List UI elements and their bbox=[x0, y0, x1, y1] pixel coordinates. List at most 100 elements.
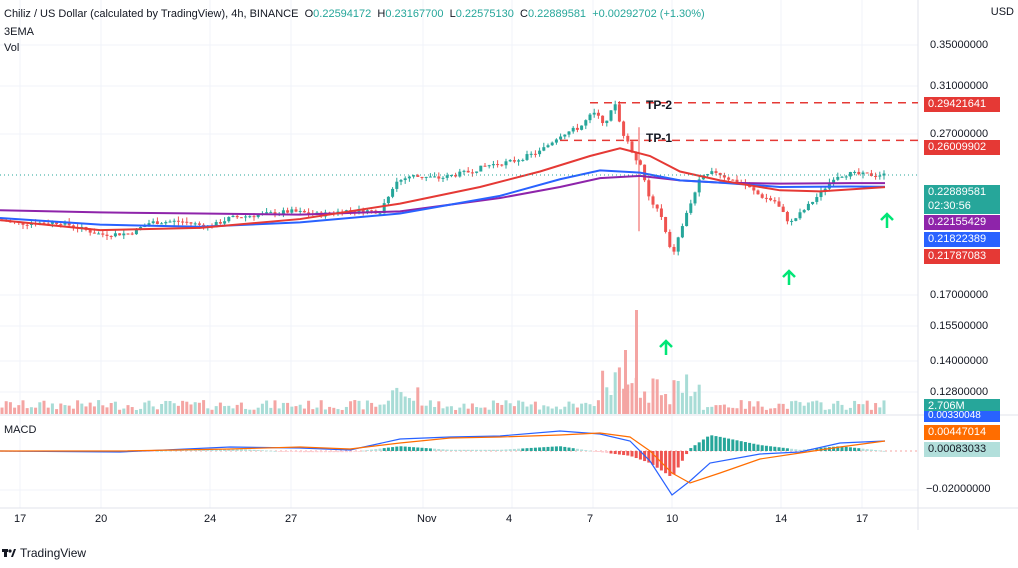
indicator-vol-label[interactable]: Vol bbox=[4, 42, 20, 54]
volume-bar bbox=[685, 374, 689, 414]
candle-body bbox=[416, 175, 420, 177]
candle-body bbox=[181, 221, 185, 223]
candle-body bbox=[218, 222, 222, 224]
volume-bar bbox=[802, 405, 806, 414]
macd-histogram-bar bbox=[869, 449, 873, 451]
volume-bar bbox=[819, 402, 823, 414]
volume-bar bbox=[752, 406, 756, 414]
candle-body bbox=[844, 176, 848, 178]
volume-bar bbox=[844, 409, 848, 414]
volume-bar bbox=[848, 407, 852, 414]
macd-histogram-bar bbox=[319, 451, 323, 453]
volume-bar bbox=[97, 400, 101, 414]
volume-bars bbox=[0, 310, 886, 414]
macd-histogram-bar bbox=[357, 451, 361, 452]
volume-bar bbox=[727, 407, 731, 414]
volume-bar bbox=[160, 403, 164, 414]
time-tick: 27 bbox=[285, 513, 298, 525]
volume-bar bbox=[840, 404, 844, 414]
buy-arrow-icon bbox=[659, 339, 673, 355]
macd-histogram-bar bbox=[727, 438, 731, 451]
volume-bar bbox=[67, 405, 71, 414]
macd-histogram-bar bbox=[382, 448, 386, 451]
macd-histogram-bar bbox=[239, 449, 243, 451]
candle-body bbox=[609, 110, 613, 121]
macd-histogram-bar bbox=[735, 440, 739, 451]
volume-bar bbox=[256, 407, 260, 414]
candle-body bbox=[521, 159, 525, 161]
macd-label[interactable]: MACD bbox=[4, 424, 37, 436]
volume-bar bbox=[764, 409, 768, 414]
indicator-ema-label[interactable]: 3EMA bbox=[4, 26, 34, 38]
volume-bar bbox=[735, 408, 739, 414]
tp2-label: TP-2 bbox=[646, 98, 673, 112]
candle-body bbox=[722, 175, 726, 178]
volume-bar bbox=[50, 403, 54, 414]
macd-histogram-bar bbox=[626, 451, 630, 456]
candle-body bbox=[302, 210, 306, 213]
volume-bar bbox=[260, 403, 264, 414]
candle-body bbox=[580, 125, 584, 130]
volume-bar bbox=[172, 403, 176, 414]
volume-bar bbox=[508, 403, 512, 414]
volume-bar bbox=[214, 406, 218, 414]
macd-histogram-bar bbox=[731, 439, 735, 451]
candle-body bbox=[802, 210, 806, 213]
candle-body bbox=[470, 172, 474, 174]
macd-histogram-bar bbox=[756, 444, 760, 451]
candle-body bbox=[731, 179, 735, 181]
macd-histogram-bar bbox=[370, 449, 374, 451]
ema-red-line bbox=[0, 147, 886, 232]
macd-histogram-bar bbox=[815, 448, 819, 451]
volume-bar bbox=[294, 406, 298, 414]
macd-histogram-bar bbox=[256, 450, 260, 451]
macd-histogram-bar bbox=[500, 449, 504, 451]
candle-body bbox=[575, 127, 579, 130]
macd-histogram-bar bbox=[685, 451, 689, 455]
macd-histogram-bar bbox=[315, 451, 319, 453]
macd-histogram-bar bbox=[861, 448, 865, 451]
candle-body bbox=[781, 206, 785, 212]
candle-body bbox=[445, 175, 449, 178]
volume-bar bbox=[563, 406, 567, 414]
macd-histogram-bar bbox=[294, 451, 298, 452]
candle-body bbox=[638, 160, 642, 165]
macd-histogram-bar bbox=[517, 448, 521, 451]
volume-bar bbox=[479, 407, 483, 414]
volume-bar bbox=[475, 407, 479, 414]
macd-histogram-bar bbox=[865, 449, 869, 451]
volume-bar bbox=[718, 405, 722, 414]
macd-histogram-bar bbox=[449, 449, 453, 451]
candle-body bbox=[466, 170, 470, 173]
candle-body bbox=[626, 135, 630, 142]
volume-bar bbox=[617, 367, 621, 414]
candle-body bbox=[126, 233, 130, 235]
symbol-title: Chiliz / US Dollar (calculated by Tradin… bbox=[4, 8, 299, 20]
macd-histogram-bar bbox=[853, 447, 857, 451]
volume-bar bbox=[80, 403, 84, 414]
volume-bar bbox=[521, 401, 525, 414]
volume-bar bbox=[344, 406, 348, 414]
volume-bar bbox=[592, 406, 596, 414]
macd-histogram-bar bbox=[672, 451, 676, 475]
volume-bar bbox=[538, 409, 542, 414]
macd-histogram-bar bbox=[773, 446, 777, 451]
candle-body bbox=[836, 176, 840, 180]
candle-body bbox=[71, 225, 75, 228]
macd-histogram-bar bbox=[630, 451, 634, 457]
macd-histogram-bar bbox=[874, 449, 878, 451]
macd-histogram-bar bbox=[785, 448, 789, 451]
macd-histogram-bar bbox=[260, 450, 264, 452]
low-label: L bbox=[449, 8, 456, 20]
volume-bar bbox=[239, 402, 243, 414]
candle-body bbox=[454, 175, 458, 177]
candle-body bbox=[693, 192, 697, 204]
brand-footer[interactable]: TradingView bbox=[2, 546, 86, 560]
volume-bar bbox=[567, 401, 571, 414]
macd-histogram-bar bbox=[559, 446, 563, 451]
candle-body bbox=[622, 121, 626, 136]
macd-histogram-bar bbox=[437, 448, 441, 451]
candle-body bbox=[571, 127, 575, 132]
candle-body bbox=[865, 172, 869, 174]
